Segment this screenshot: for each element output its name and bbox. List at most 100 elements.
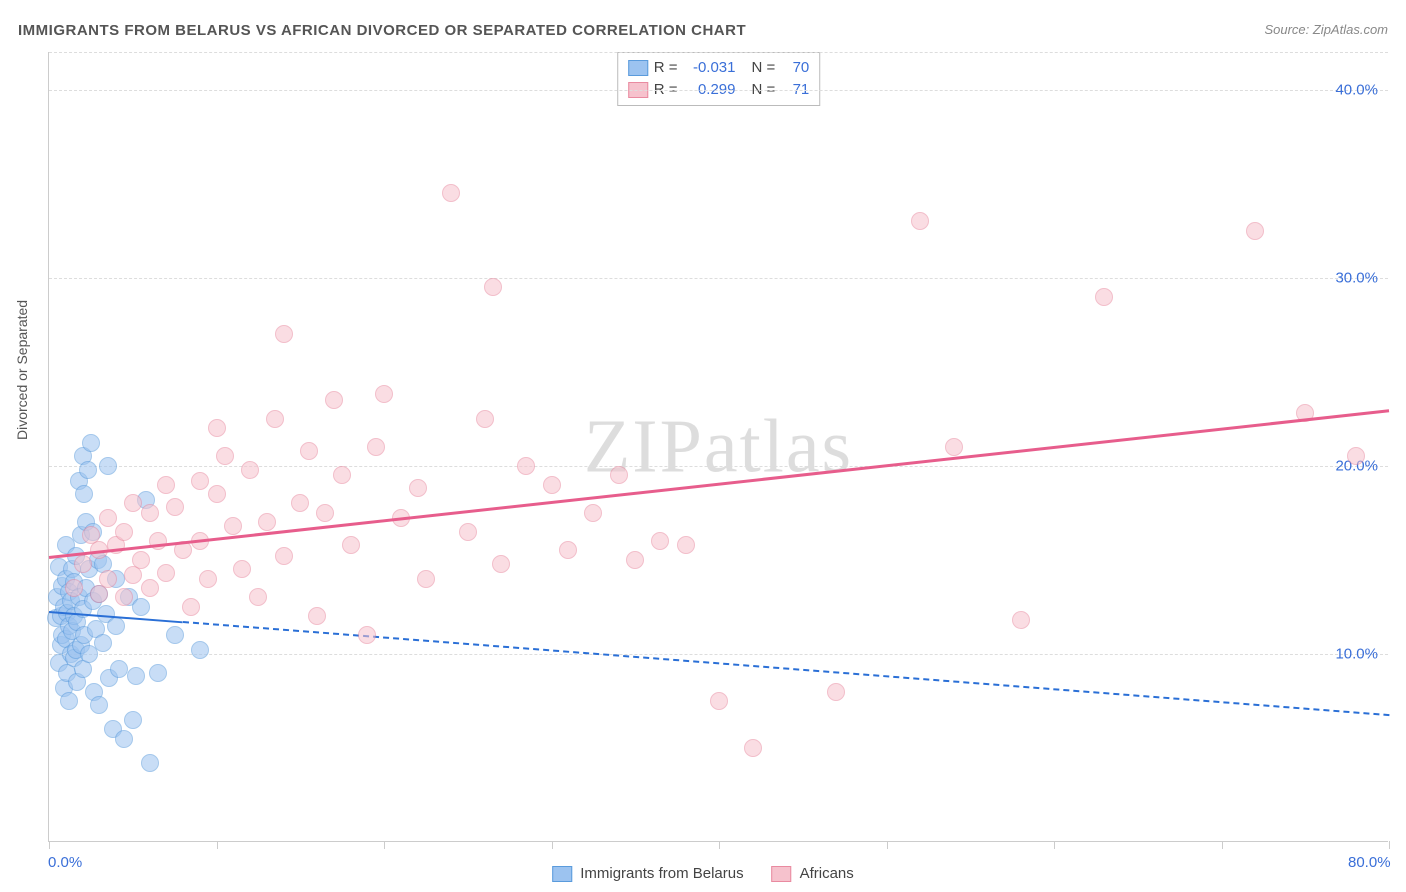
belarus-marker [166, 626, 184, 644]
source-attribution: Source: ZipAtlas.com [1264, 22, 1388, 37]
africans-marker [65, 579, 83, 597]
africans-marker [99, 509, 117, 527]
africans-marker [1012, 611, 1030, 629]
africans-marker [141, 579, 159, 597]
legend-swatch [628, 60, 648, 76]
africans-marker [459, 523, 477, 541]
africans-marker [182, 598, 200, 616]
africans-marker [291, 494, 309, 512]
belarus-marker [99, 457, 117, 475]
legend-label: Africans [800, 865, 854, 882]
africans-marker [1347, 447, 1365, 465]
legend-label: Immigrants from Belarus [580, 865, 743, 882]
legend-item: Immigrants from Belarus [552, 865, 743, 882]
x-tick-label: 0.0% [48, 854, 82, 871]
africans-marker [141, 504, 159, 522]
gridline [49, 654, 1388, 655]
r-value: -0.031 [684, 57, 736, 79]
x-tick [49, 841, 50, 849]
africans-marker [744, 739, 762, 757]
africans-trendline [49, 409, 1389, 558]
africans-marker [316, 504, 334, 522]
africans-marker [216, 447, 234, 465]
gridline [49, 52, 1388, 53]
belarus-marker [60, 692, 78, 710]
belarus-marker [124, 711, 142, 729]
plot-area: ZIPatlas R =-0.031N =70R =0.299N =71 10.… [48, 52, 1388, 842]
n-label: N = [752, 57, 776, 79]
chart-title: IMMIGRANTS FROM BELARUS VS AFRICAN DIVOR… [18, 22, 746, 39]
n-value: 70 [781, 57, 809, 79]
chart-container: IMMIGRANTS FROM BELARUS VS AFRICAN DIVOR… [0, 0, 1406, 892]
legend-swatch [772, 866, 792, 882]
africans-marker [375, 385, 393, 403]
belarus-marker [94, 634, 112, 652]
africans-marker [325, 391, 343, 409]
africans-marker [241, 461, 259, 479]
africans-marker [492, 555, 510, 573]
belarus-marker [132, 598, 150, 616]
africans-marker [208, 419, 226, 437]
africans-marker [342, 536, 360, 554]
africans-marker [827, 683, 845, 701]
legend-item: Africans [772, 865, 854, 882]
x-tick [384, 841, 385, 849]
legend-stats-box: R =-0.031N =70R =0.299N =71 [617, 52, 821, 106]
y-axis-label: Divorced or Separated [14, 300, 30, 440]
africans-marker [115, 523, 133, 541]
africans-marker [300, 442, 318, 460]
africans-marker [710, 692, 728, 710]
africans-marker [132, 551, 150, 569]
y-tick-label: 30.0% [1335, 269, 1378, 286]
x-tick-label: 80.0% [1348, 854, 1391, 871]
belarus-marker [127, 667, 145, 685]
africans-marker [266, 410, 284, 428]
africans-marker [249, 588, 267, 606]
belarus-marker [79, 461, 97, 479]
africans-marker [124, 494, 142, 512]
y-tick-label: 10.0% [1335, 645, 1378, 662]
x-tick [719, 841, 720, 849]
x-tick [1054, 841, 1055, 849]
africans-marker [484, 278, 502, 296]
africans-marker [409, 479, 427, 497]
africans-marker [191, 472, 209, 490]
africans-marker [275, 547, 293, 565]
africans-marker [199, 570, 217, 588]
africans-marker [224, 517, 242, 535]
africans-marker [543, 476, 561, 494]
africans-marker [157, 476, 175, 494]
africans-marker [1095, 288, 1113, 306]
r-label: R = [654, 57, 678, 79]
africans-marker [149, 532, 167, 550]
africans-marker [115, 588, 133, 606]
africans-marker [157, 564, 175, 582]
belarus-marker [115, 730, 133, 748]
gridline [49, 278, 1388, 279]
africans-marker [626, 551, 644, 569]
africans-marker [911, 212, 929, 230]
legend-stats-row: R = -0.031 N =70 [628, 57, 810, 79]
x-tick [552, 841, 553, 849]
belarus-marker [107, 617, 125, 635]
africans-marker [99, 570, 117, 588]
africans-marker [367, 438, 385, 456]
africans-marker [333, 466, 351, 484]
africans-marker [651, 532, 669, 550]
x-tick [1389, 841, 1390, 849]
africans-marker [275, 325, 293, 343]
gridline [49, 90, 1388, 91]
africans-marker [166, 498, 184, 516]
belarus-marker [149, 664, 167, 682]
africans-marker [442, 184, 460, 202]
x-tick [887, 841, 888, 849]
x-tick [1222, 841, 1223, 849]
africans-marker [74, 555, 92, 573]
africans-marker [308, 607, 326, 625]
africans-marker [233, 560, 251, 578]
belarus-marker [90, 696, 108, 714]
africans-marker [258, 513, 276, 531]
belarus-marker [75, 485, 93, 503]
africans-marker [417, 570, 435, 588]
africans-marker [1246, 222, 1264, 240]
